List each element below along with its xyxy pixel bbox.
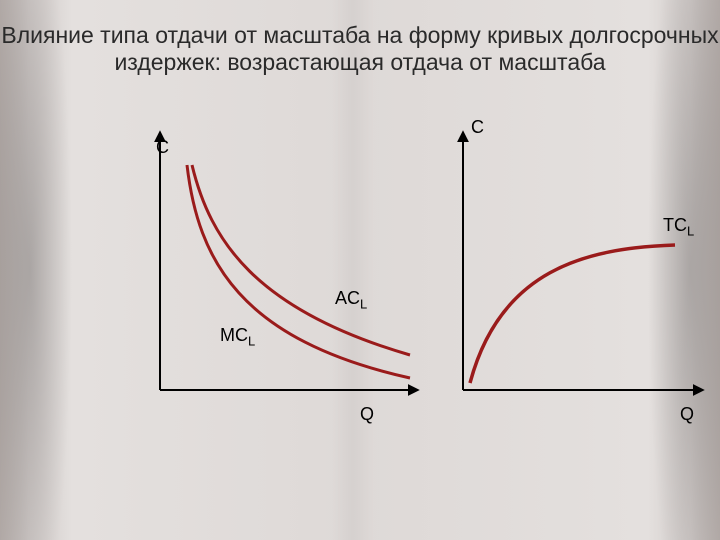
mc-label: MCL	[220, 325, 255, 349]
left-y-axis-label: С	[156, 137, 169, 158]
tc-label: TCL	[663, 215, 694, 239]
slide-title: Влияние типа отдачи от масштаба на форму…	[0, 22, 720, 76]
right-x-axis-label: Q	[680, 404, 694, 425]
ac-label: ACL	[335, 288, 367, 312]
right-chart	[445, 130, 705, 410]
tc-curve	[470, 245, 675, 383]
right-y-axis-label: С	[471, 117, 484, 138]
left-chart	[120, 130, 420, 410]
left-x-axis-label: Q	[360, 404, 374, 425]
